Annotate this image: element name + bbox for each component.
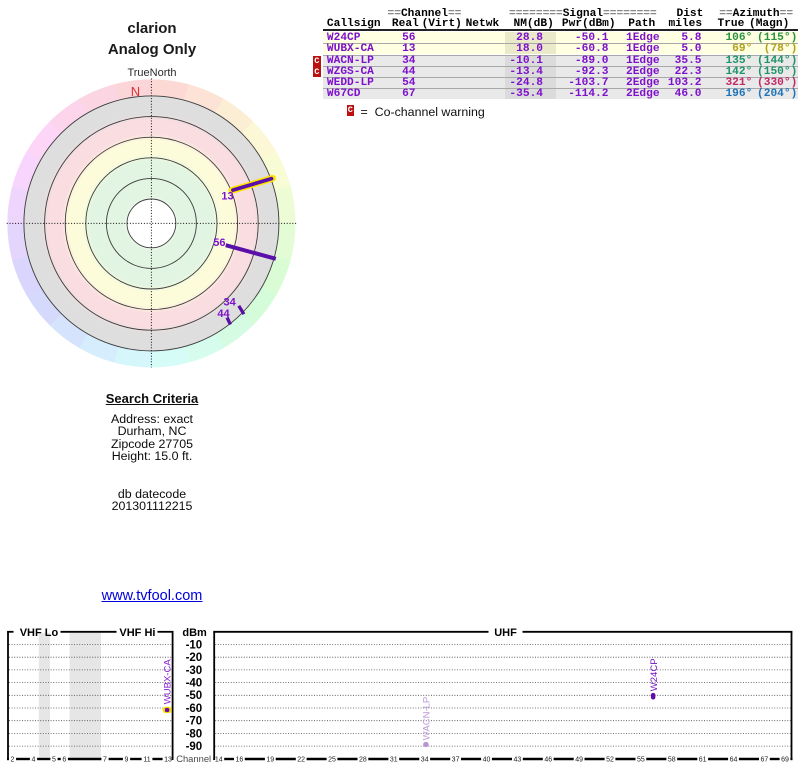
svg-text:67: 67 <box>761 756 769 763</box>
svg-text:37: 37 <box>452 756 460 763</box>
svg-text:-10: -10 <box>186 639 203 651</box>
svg-text:-30: -30 <box>186 665 203 677</box>
svg-text:4: 4 <box>32 756 36 763</box>
svg-text:69: 69 <box>781 756 789 763</box>
svg-text:16: 16 <box>235 756 243 763</box>
svg-text:34: 34 <box>224 297 237 309</box>
svg-text:13: 13 <box>164 756 172 763</box>
svg-text:11: 11 <box>143 756 150 763</box>
svg-text:-80: -80 <box>186 728 203 740</box>
svg-text:VHF Lo: VHF Lo <box>20 627 59 639</box>
svg-text:WACN-LP: WACN-LP <box>422 697 433 740</box>
svg-text:WUBX-CA: WUBX-CA <box>163 659 174 705</box>
svg-text:-70: -70 <box>186 716 203 728</box>
svg-text:28: 28 <box>359 756 367 763</box>
svg-text:5: 5 <box>52 756 56 763</box>
svg-text:W24CP: W24CP <box>649 658 660 691</box>
svg-text:49: 49 <box>575 756 583 763</box>
svg-text:UHF: UHF <box>494 627 517 639</box>
svg-text:6: 6 <box>62 756 66 763</box>
svg-text:34: 34 <box>421 756 429 763</box>
svg-text:56: 56 <box>213 237 225 249</box>
svg-text:19: 19 <box>266 756 274 763</box>
svg-text:64: 64 <box>730 756 738 763</box>
svg-text:N: N <box>131 84 140 99</box>
svg-text:7: 7 <box>103 756 107 763</box>
svg-text:40: 40 <box>483 756 491 763</box>
svg-text:Channel: Channel <box>176 753 211 764</box>
svg-text:VHF Hi: VHF Hi <box>119 627 155 639</box>
svg-text:22: 22 <box>297 756 305 763</box>
svg-text:31: 31 <box>390 756 398 763</box>
svg-text:-40: -40 <box>186 678 203 690</box>
svg-text:52: 52 <box>606 756 614 763</box>
svg-text:58: 58 <box>668 756 676 763</box>
svg-text:61: 61 <box>699 756 707 763</box>
svg-text:13: 13 <box>221 191 233 203</box>
svg-text:44: 44 <box>217 308 230 320</box>
svg-text:2: 2 <box>11 756 15 763</box>
svg-text:dBm: dBm <box>182 627 207 639</box>
svg-text:14: 14 <box>215 756 223 763</box>
svg-text:9: 9 <box>125 756 129 763</box>
svg-text:55: 55 <box>637 756 645 763</box>
svg-text:-60: -60 <box>186 703 203 715</box>
svg-text:25: 25 <box>328 756 336 763</box>
svg-text:-50: -50 <box>186 690 203 702</box>
svg-text:-20: -20 <box>186 652 203 664</box>
svg-text:46: 46 <box>544 756 552 763</box>
svg-text:43: 43 <box>513 756 521 763</box>
svg-text:-90: -90 <box>186 741 203 753</box>
